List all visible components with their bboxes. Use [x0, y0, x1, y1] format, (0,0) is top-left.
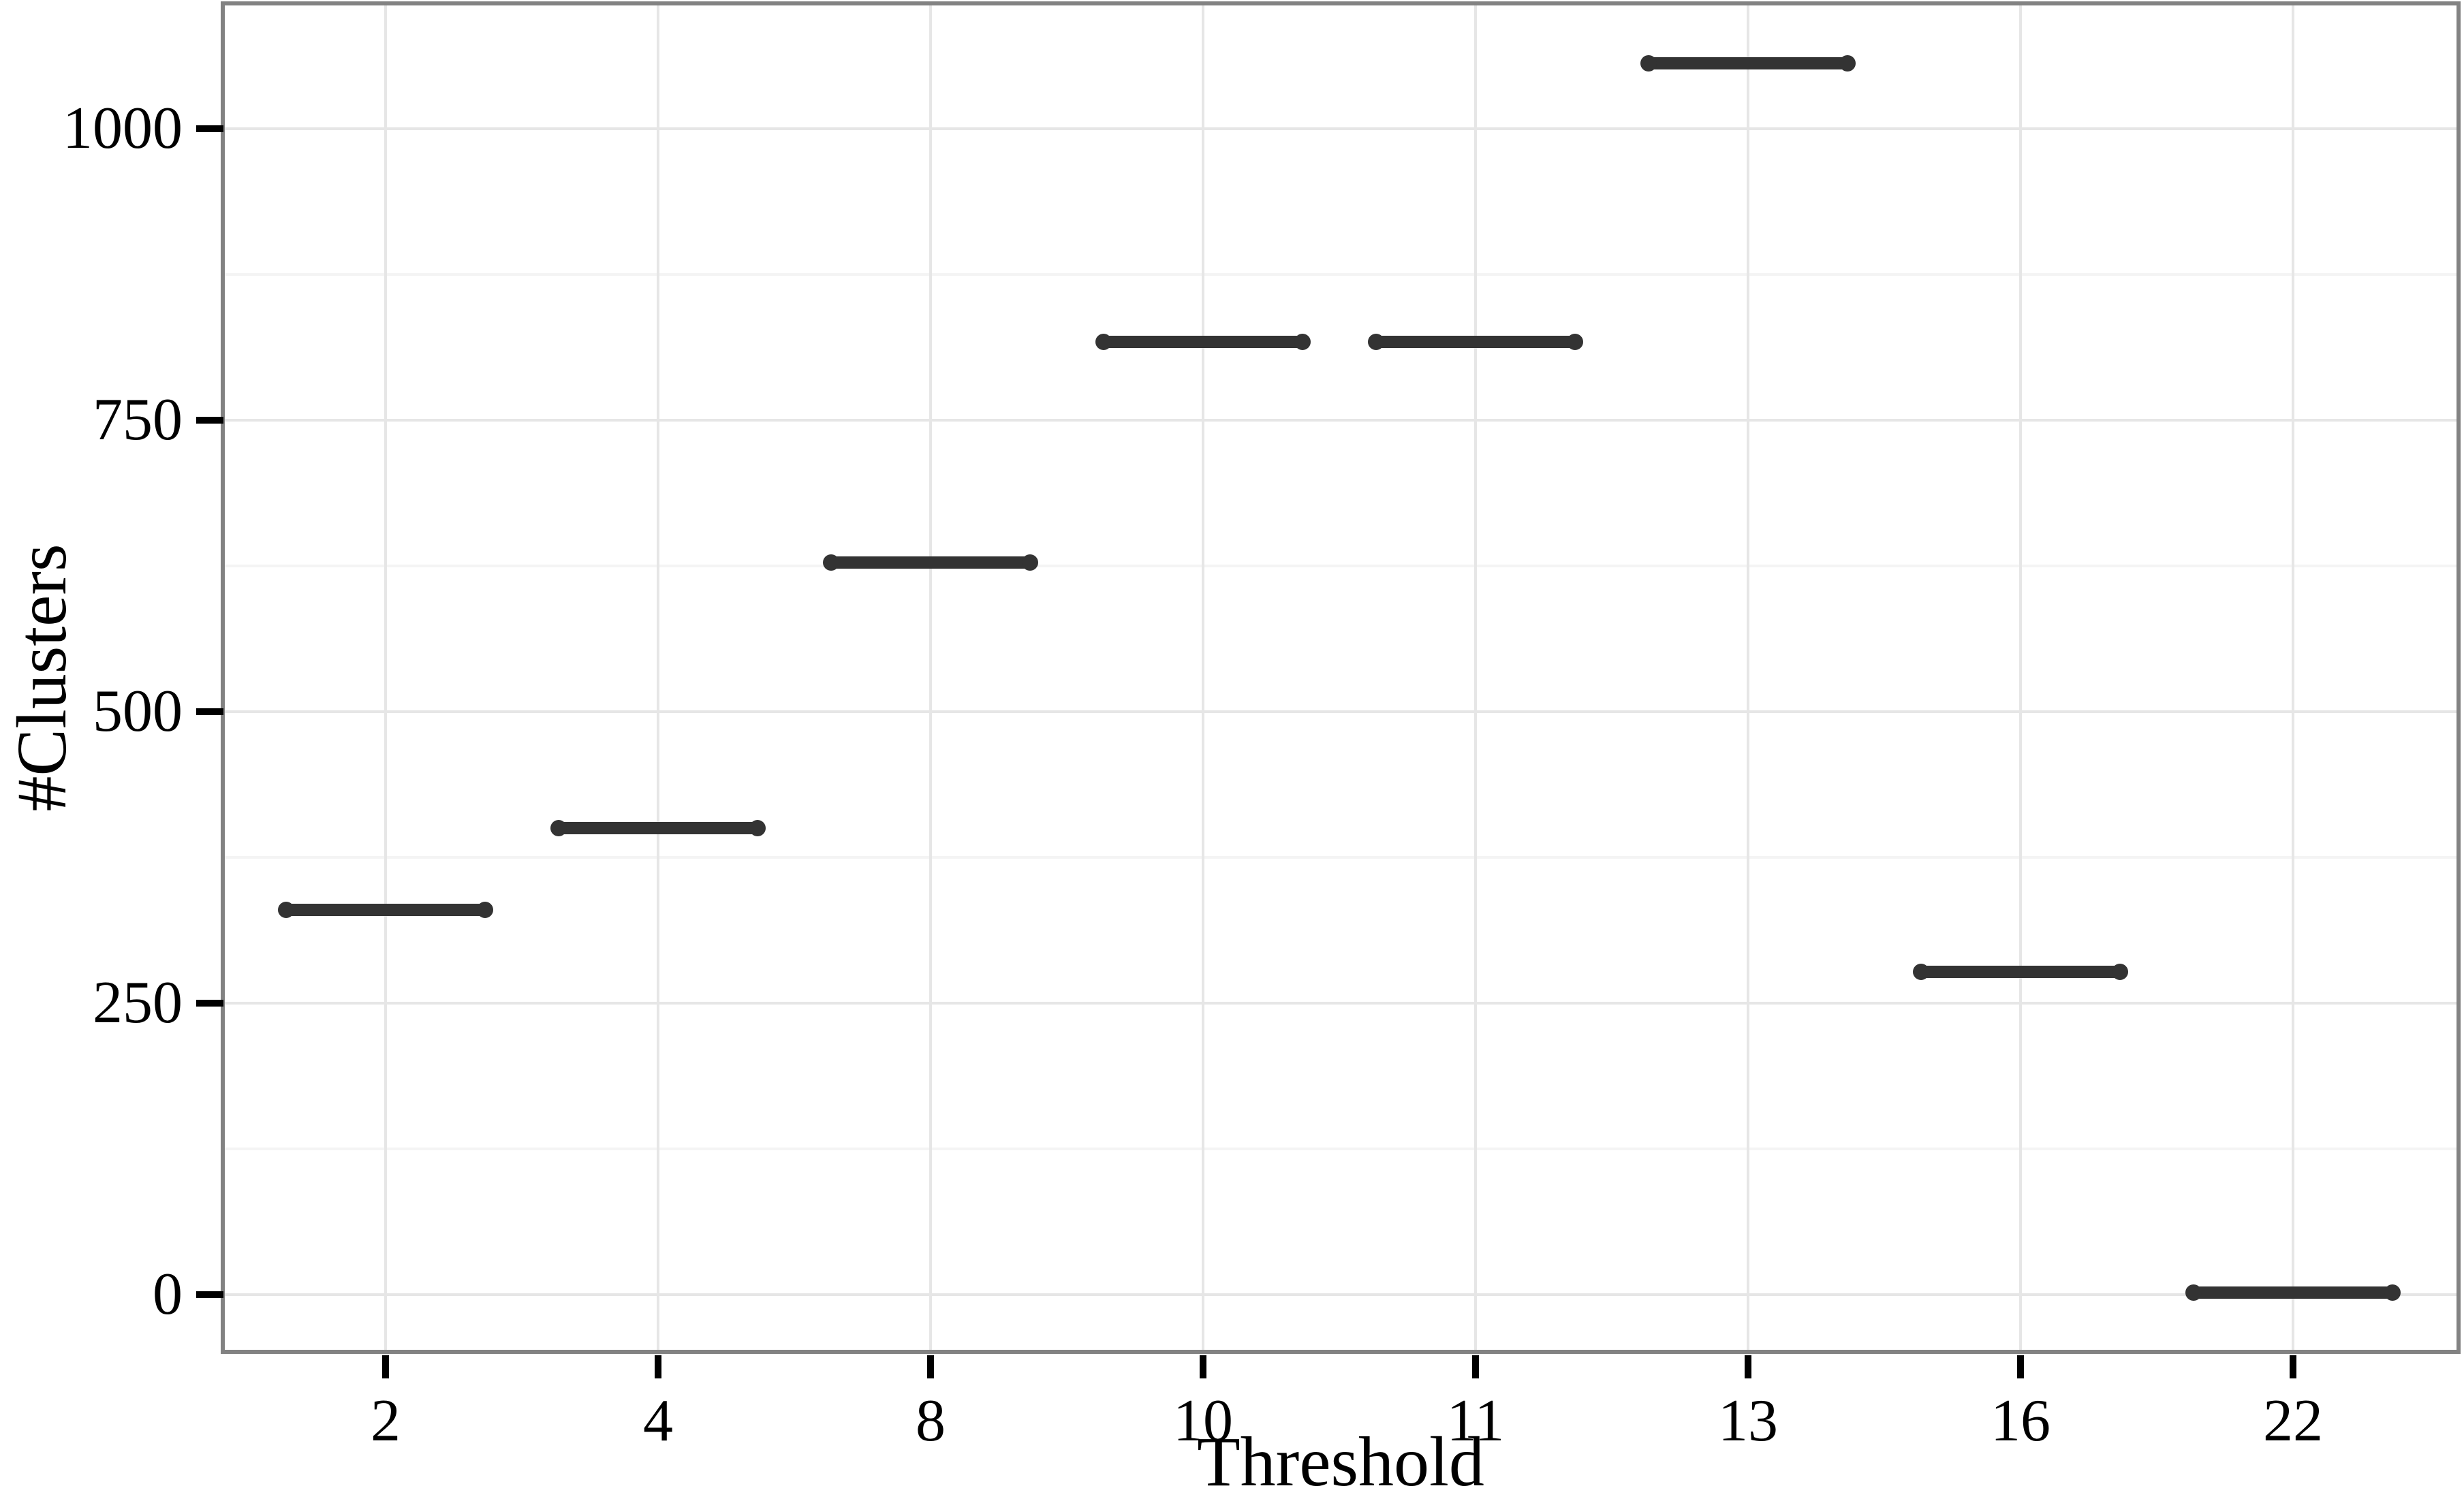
gridline-major-y-1000: [225, 127, 2457, 130]
gridline-major-y-750: [225, 419, 2457, 422]
data-segment-threshold-8: [823, 554, 1038, 571]
data-segment-threshold-16: [1913, 963, 2128, 980]
x-tick-label-16: 16: [1991, 1388, 2050, 1454]
gridline-minor-y-875: [225, 273, 2457, 276]
y-tick-label-750: 750: [93, 387, 183, 453]
gridline-minor-y-375: [225, 856, 2457, 859]
data-segment-threshold-13: [1640, 55, 1856, 72]
y-axis-title: #Clusters: [3, 543, 81, 812]
data-segment-threshold-10: [1095, 334, 1311, 351]
data-segment-threshold-2: [278, 902, 493, 919]
gridline-x-8: [929, 5, 932, 1350]
gridline-major-y-500: [225, 710, 2457, 713]
gridline-x-22: [2292, 5, 2294, 1350]
x-tick-label-22: 22: [2263, 1388, 2323, 1454]
x-tick-label-8: 8: [916, 1388, 946, 1454]
x-tick-label-13: 13: [1718, 1388, 1778, 1454]
x-tick-label-2: 2: [371, 1388, 401, 1454]
y-tick-500: [196, 708, 223, 715]
x-tick-10: [1200, 1355, 1206, 1378]
x-tick-11: [1472, 1355, 1479, 1378]
gridline-x-11: [1474, 5, 1477, 1350]
gridline-minor-y-125: [225, 1148, 2457, 1150]
x-tick-8: [927, 1355, 934, 1378]
gridline-x-2: [384, 5, 387, 1350]
gridline-x-10: [1202, 5, 1204, 1350]
gridline-major-y-250: [225, 1002, 2457, 1005]
y-tick-label-0: 0: [153, 1261, 183, 1327]
x-axis-title: Threshold: [1197, 1423, 1484, 1501]
x-tick-16: [2017, 1355, 2024, 1378]
data-segment-threshold-11: [1368, 334, 1583, 351]
y-tick-label-250: 250: [93, 970, 183, 1036]
y-tick-750: [196, 417, 223, 424]
gridline-x-16: [2019, 5, 2022, 1350]
gridline-x-4: [657, 5, 659, 1350]
x-tick-13: [1745, 1355, 1751, 1378]
y-tick-0: [196, 1291, 223, 1298]
x-tick-label-11: 11: [1446, 1388, 1505, 1454]
gridline-minor-y-625: [225, 565, 2457, 567]
data-segment-threshold-22: [2185, 1284, 2401, 1301]
x-tick-2: [382, 1355, 389, 1378]
y-tick-label-1000: 1000: [63, 95, 183, 161]
y-tick-250: [196, 1000, 223, 1007]
x-tick-label-4: 4: [643, 1388, 673, 1454]
x-tick-label-10: 10: [1173, 1388, 1233, 1454]
plot-panel: [221, 1, 2461, 1354]
x-tick-22: [2290, 1355, 2296, 1378]
gridline-major-y-0: [225, 1293, 2457, 1296]
data-segment-threshold-4: [550, 820, 766, 837]
y-tick-1000: [196, 125, 223, 132]
gridline-x-13: [1747, 5, 1749, 1350]
y-tick-label-500: 500: [93, 678, 183, 744]
x-tick-4: [655, 1355, 661, 1378]
